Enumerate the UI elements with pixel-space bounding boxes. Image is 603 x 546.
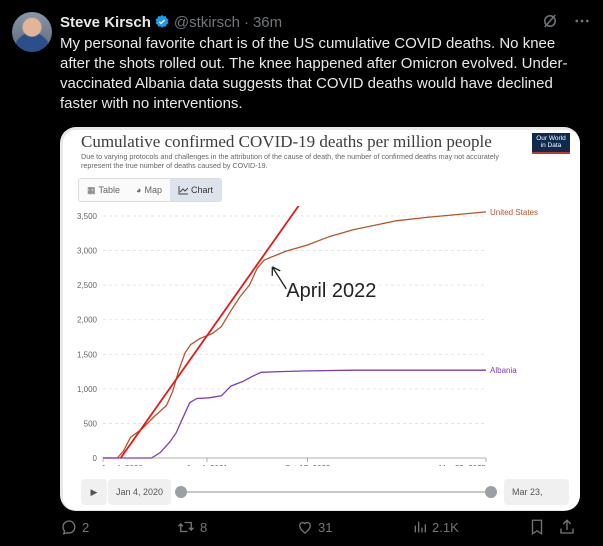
reply-count: 2 bbox=[82, 519, 90, 535]
tweet-header: Steve Kirsch @stkirsch · 36m bbox=[60, 12, 591, 32]
chart-card: Cumulative confirmed COVID-19 deaths per… bbox=[63, 130, 580, 510]
timeline-slider: ▶ Jan 4, 2020 Mar 23, 2025 bbox=[81, 479, 569, 505]
annotation-text: April 2022 bbox=[286, 280, 376, 302]
y-tick-label: 500 bbox=[84, 419, 98, 428]
y-tick-label: 0 bbox=[93, 454, 98, 463]
series-line-united-states bbox=[103, 211, 487, 459]
chart-subtitle: Due to varying protocols and challenges … bbox=[81, 152, 499, 170]
share-icon bbox=[560, 519, 574, 534]
reply-icon bbox=[62, 520, 76, 535]
tab-table[interactable]: ▦ Table bbox=[79, 179, 128, 201]
timeline-start-date[interactable]: Jan 4, 2020 bbox=[108, 479, 172, 505]
tab-table-label: Table bbox=[98, 185, 121, 195]
views-icon bbox=[414, 521, 426, 533]
line-chart: 0 500 1,000 1,500 2,000 2,500 3,000 3,500 Jan 4,… bbox=[77, 206, 538, 466]
tweet-media[interactable]: Cumulative confirmed COVID-19 deaths per… bbox=[60, 127, 580, 511]
heart-icon bbox=[299, 521, 311, 534]
annotation-trend-line bbox=[119, 206, 300, 459]
globe-icon: ◕ bbox=[136, 185, 142, 195]
grok-icon[interactable] bbox=[541, 12, 559, 30]
series-line-albania bbox=[103, 369, 486, 459]
line-chart-icon bbox=[178, 185, 188, 194]
bookmark-icon bbox=[531, 519, 543, 536]
table-icon: ▦ bbox=[87, 185, 96, 195]
x-tick-label: Mar 23, 2025 bbox=[439, 464, 487, 466]
y-tick-label: 3,500 bbox=[77, 212, 98, 221]
logo-line-1: Our World bbox=[536, 135, 566, 142]
y-tick-label: 1,000 bbox=[77, 385, 98, 394]
x-tick-label: Jun 4, 2021 bbox=[186, 464, 228, 466]
tab-chart[interactable]: Chart bbox=[169, 179, 221, 201]
y-tick-label: 1,500 bbox=[77, 350, 98, 359]
x-tick-label: Oct 17, 2022 bbox=[285, 464, 331, 466]
play-button[interactable]: ▶ bbox=[81, 479, 107, 505]
y-tick-label: 2,000 bbox=[77, 316, 98, 325]
repost-button[interactable]: 8 bbox=[176, 516, 207, 538]
timeline-end-date[interactable]: Mar 23, 2025 bbox=[504, 479, 569, 505]
owid-logo: Our World in Data bbox=[532, 133, 570, 154]
tweet-text: My personal favorite chart is of the US … bbox=[60, 35, 568, 112]
timeline-end-handle[interactable] bbox=[485, 486, 497, 498]
bookmark-button[interactable] bbox=[528, 516, 546, 538]
verified-badge-icon bbox=[155, 15, 169, 28]
author-avatar[interactable] bbox=[12, 12, 52, 52]
chart-title: Cumulative confirmed COVID-19 deaths per… bbox=[81, 132, 492, 151]
view-tabs: ▦ Table ◕ Map Chart bbox=[78, 178, 222, 202]
annotation-arrow bbox=[271, 266, 287, 290]
share-button[interactable] bbox=[558, 516, 576, 538]
more-options-icon[interactable] bbox=[573, 12, 591, 30]
tab-map-label: Map bbox=[144, 185, 162, 195]
y-tick-label: 3,000 bbox=[77, 247, 98, 256]
timeline-start-handle[interactable] bbox=[175, 486, 187, 498]
author-name[interactable]: Steve Kirsch bbox=[60, 13, 151, 31]
series-label: United States bbox=[490, 208, 538, 217]
separator: · bbox=[243, 13, 249, 31]
series-label: Albania bbox=[490, 366, 517, 375]
like-count: 31 bbox=[318, 519, 333, 535]
tab-chart-label: Chart bbox=[190, 185, 213, 195]
views-count: 2.1K bbox=[432, 519, 459, 535]
like-button[interactable]: 31 bbox=[296, 516, 332, 538]
y-tick-label: 2,500 bbox=[77, 281, 98, 290]
author-handle[interactable]: @stkirsch bbox=[173, 13, 240, 31]
reply-button[interactable]: 2 bbox=[60, 516, 89, 538]
logo-line-2: in Data bbox=[540, 142, 562, 149]
post-time[interactable]: 36m bbox=[252, 13, 283, 31]
tab-map[interactable]: ◕ Map bbox=[128, 179, 170, 201]
views-button[interactable]: 2.1K bbox=[412, 516, 459, 538]
timeline-track[interactable] bbox=[181, 491, 491, 493]
x-tick-label: Jan 4, 2020 bbox=[101, 464, 143, 466]
action-bar: 2 8 31 2.1K bbox=[60, 516, 580, 540]
repost-count: 8 bbox=[200, 519, 208, 535]
repost-icon bbox=[178, 521, 194, 533]
